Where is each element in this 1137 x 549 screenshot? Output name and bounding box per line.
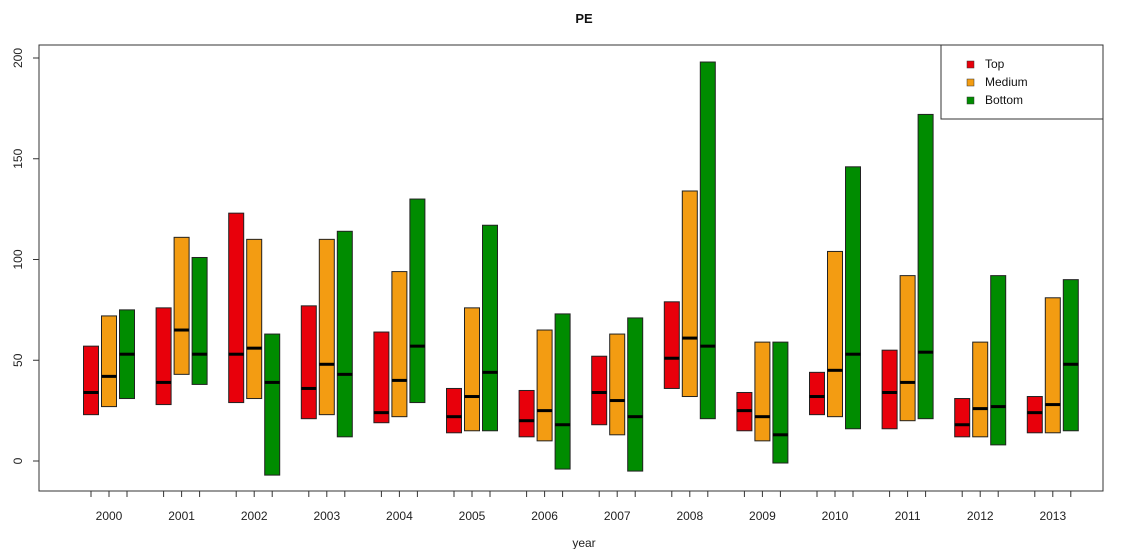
- box-medium-2007: [609, 333, 626, 436]
- box-top-2002: [228, 212, 245, 404]
- box-medium-2003: [318, 238, 335, 416]
- x-tick-label: 2013: [1039, 509, 1066, 523]
- box-bottom-2008: [699, 61, 716, 420]
- y-tick-label: 150: [11, 148, 25, 168]
- y-tick-label: 0: [11, 457, 25, 464]
- box-medium-2001: [173, 236, 190, 375]
- box-top-2000: [83, 345, 99, 416]
- box-bottom-2002: [264, 333, 281, 476]
- box-top-2003: [300, 305, 317, 420]
- box-top-2011: [881, 349, 898, 430]
- y-tick-label: 50: [11, 353, 25, 367]
- box-medium-2011: [899, 275, 916, 422]
- x-tick-label: 2008: [676, 509, 703, 523]
- box-bottom-2009: [772, 341, 789, 464]
- box-medium-2000: [101, 315, 117, 408]
- box-bottom-2007: [627, 317, 644, 472]
- plot-frame: [38, 44, 1104, 492]
- box-bottom-2005: [482, 224, 498, 432]
- box-bottom-2001: [191, 256, 208, 385]
- box-top-2004: [373, 331, 390, 424]
- box-top-2007: [591, 355, 608, 426]
- legend-swatch-top: [966, 60, 975, 69]
- x-tick-label: 2012: [967, 509, 994, 523]
- box-medium-2006: [536, 329, 553, 442]
- box-top-2012: [954, 398, 971, 438]
- x-tick-label: 2004: [386, 509, 413, 523]
- box-top-2006: [518, 389, 535, 438]
- x-tick-label: 2007: [604, 509, 631, 523]
- box-bottom-2011: [917, 113, 934, 420]
- x-tick-label: 2000: [96, 509, 123, 523]
- legend-label-bottom: Bottom: [985, 93, 1023, 107]
- legend-swatch-bottom: [966, 96, 975, 105]
- legend: Top Medium Bottom: [940, 44, 1104, 120]
- box-top-2010: [809, 371, 825, 416]
- legend-label-medium: Medium: [985, 75, 1028, 89]
- legend-swatch-medium: [966, 78, 975, 87]
- legend-label-top: Top: [985, 57, 1005, 71]
- x-tick-label: 2006: [531, 509, 558, 523]
- box-medium-2012: [972, 341, 989, 438]
- x-axis-label: year: [572, 536, 595, 549]
- x-tick-label: 2010: [822, 509, 849, 523]
- box-medium-2008: [681, 190, 698, 398]
- y-axis: 0 50 100 150 200: [11, 48, 39, 464]
- x-tick-label: 2001: [168, 509, 195, 523]
- box-bottom-2004: [409, 198, 426, 404]
- box-medium-2004: [391, 271, 408, 418]
- box-series-group: [83, 61, 1079, 476]
- box-bottom-2006: [554, 313, 571, 470]
- x-tick-label: 2005: [459, 509, 486, 523]
- box-medium-2010: [827, 250, 843, 418]
- box-medium-2002: [246, 238, 263, 400]
- box-bottom-2012: [990, 275, 1007, 446]
- box-top-2008: [663, 301, 680, 389]
- x-axis: 2000 2001 2002 2003 2004 2005 2006 2007 2008 2009…: [90, 491, 1072, 523]
- box-bottom-2010: [845, 166, 861, 430]
- box-medium-2009: [754, 341, 771, 442]
- x-tick-label: 2011: [895, 509, 921, 523]
- box-medium-2013: [1044, 297, 1061, 434]
- x-tick-label: 2002: [241, 509, 268, 523]
- x-tick-label: 2009: [749, 509, 776, 523]
- y-tick-label: 100: [11, 249, 25, 269]
- x-tick-label: 2003: [313, 509, 340, 523]
- box-medium-2005: [464, 307, 480, 432]
- box-bottom-2013: [1062, 279, 1079, 432]
- box-top-2001: [155, 307, 172, 406]
- box-top-2013: [1026, 396, 1043, 434]
- y-tick-label: 200: [11, 48, 25, 68]
- chart-title: PE: [575, 11, 593, 26]
- box-top-2005: [446, 387, 462, 434]
- box-bottom-2003: [336, 230, 353, 438]
